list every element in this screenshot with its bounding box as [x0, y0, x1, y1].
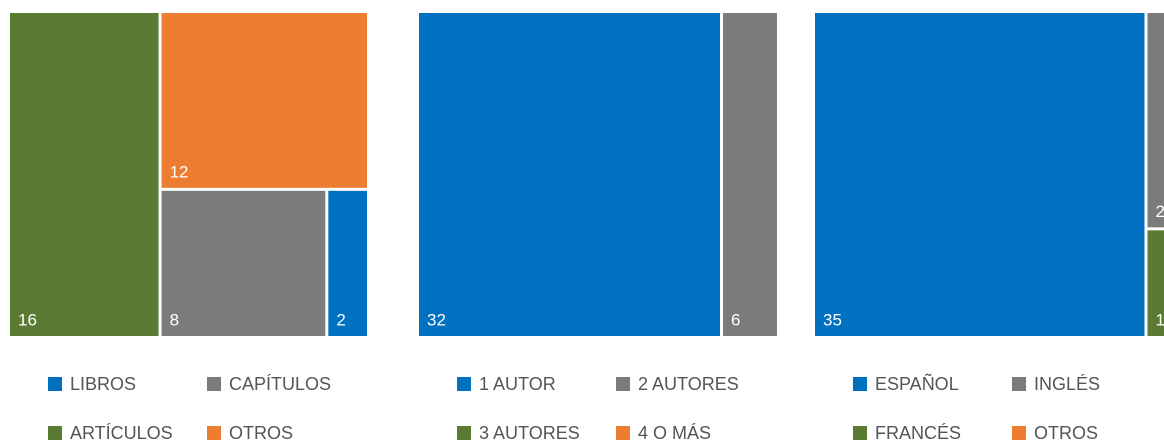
legend-label: ESPAÑOL	[875, 373, 959, 394]
legend-swatch	[48, 426, 62, 440]
tile	[723, 13, 777, 336]
legend-swatch	[853, 426, 867, 440]
legend-swatch	[616, 377, 630, 391]
tile	[1147, 230, 1164, 336]
legend-label: CAPÍTULOS	[229, 374, 331, 394]
legend-label: FRANCÉS	[875, 423, 961, 443]
legend-label: ARTÍCULOS	[70, 423, 173, 443]
legend-swatch	[207, 426, 221, 440]
tile-label: 32	[427, 310, 446, 329]
legend-label: 2 AUTORES	[638, 374, 739, 394]
legend-swatch	[853, 377, 867, 391]
legend-label: 4 O MÁS	[638, 423, 711, 443]
legend-swatch	[1012, 377, 1026, 391]
legend-swatch	[457, 426, 471, 440]
tile-label: 16	[18, 310, 37, 329]
tile	[161, 13, 367, 188]
tile	[161, 190, 326, 336]
legend-swatch	[616, 426, 630, 440]
legend-swatch	[207, 377, 221, 391]
tile-label: 2	[1156, 202, 1164, 221]
tile-label: 2	[336, 310, 345, 329]
tile	[815, 13, 1145, 336]
tile-label: 1	[1156, 310, 1164, 329]
legend-label: 3 AUTORES	[479, 423, 580, 443]
tile	[328, 190, 367, 336]
legend-label: INGLÉS	[1034, 374, 1100, 394]
tile-label: 12	[170, 162, 189, 181]
tile-label: 6	[731, 310, 740, 329]
legend-swatch	[1012, 426, 1026, 440]
legend-label: OTROS	[229, 423, 293, 443]
tile	[10, 13, 159, 336]
legend-label: LIBROS	[70, 374, 136, 394]
legend-label: 1 AUTOR	[479, 374, 556, 394]
tile	[419, 13, 720, 336]
legend-label: OTROS	[1034, 423, 1098, 443]
tile	[1147, 13, 1164, 228]
tile-label: 8	[170, 310, 179, 329]
tile-label: 35	[823, 310, 842, 329]
legend-swatch	[48, 377, 62, 391]
legend-swatch	[457, 377, 471, 391]
